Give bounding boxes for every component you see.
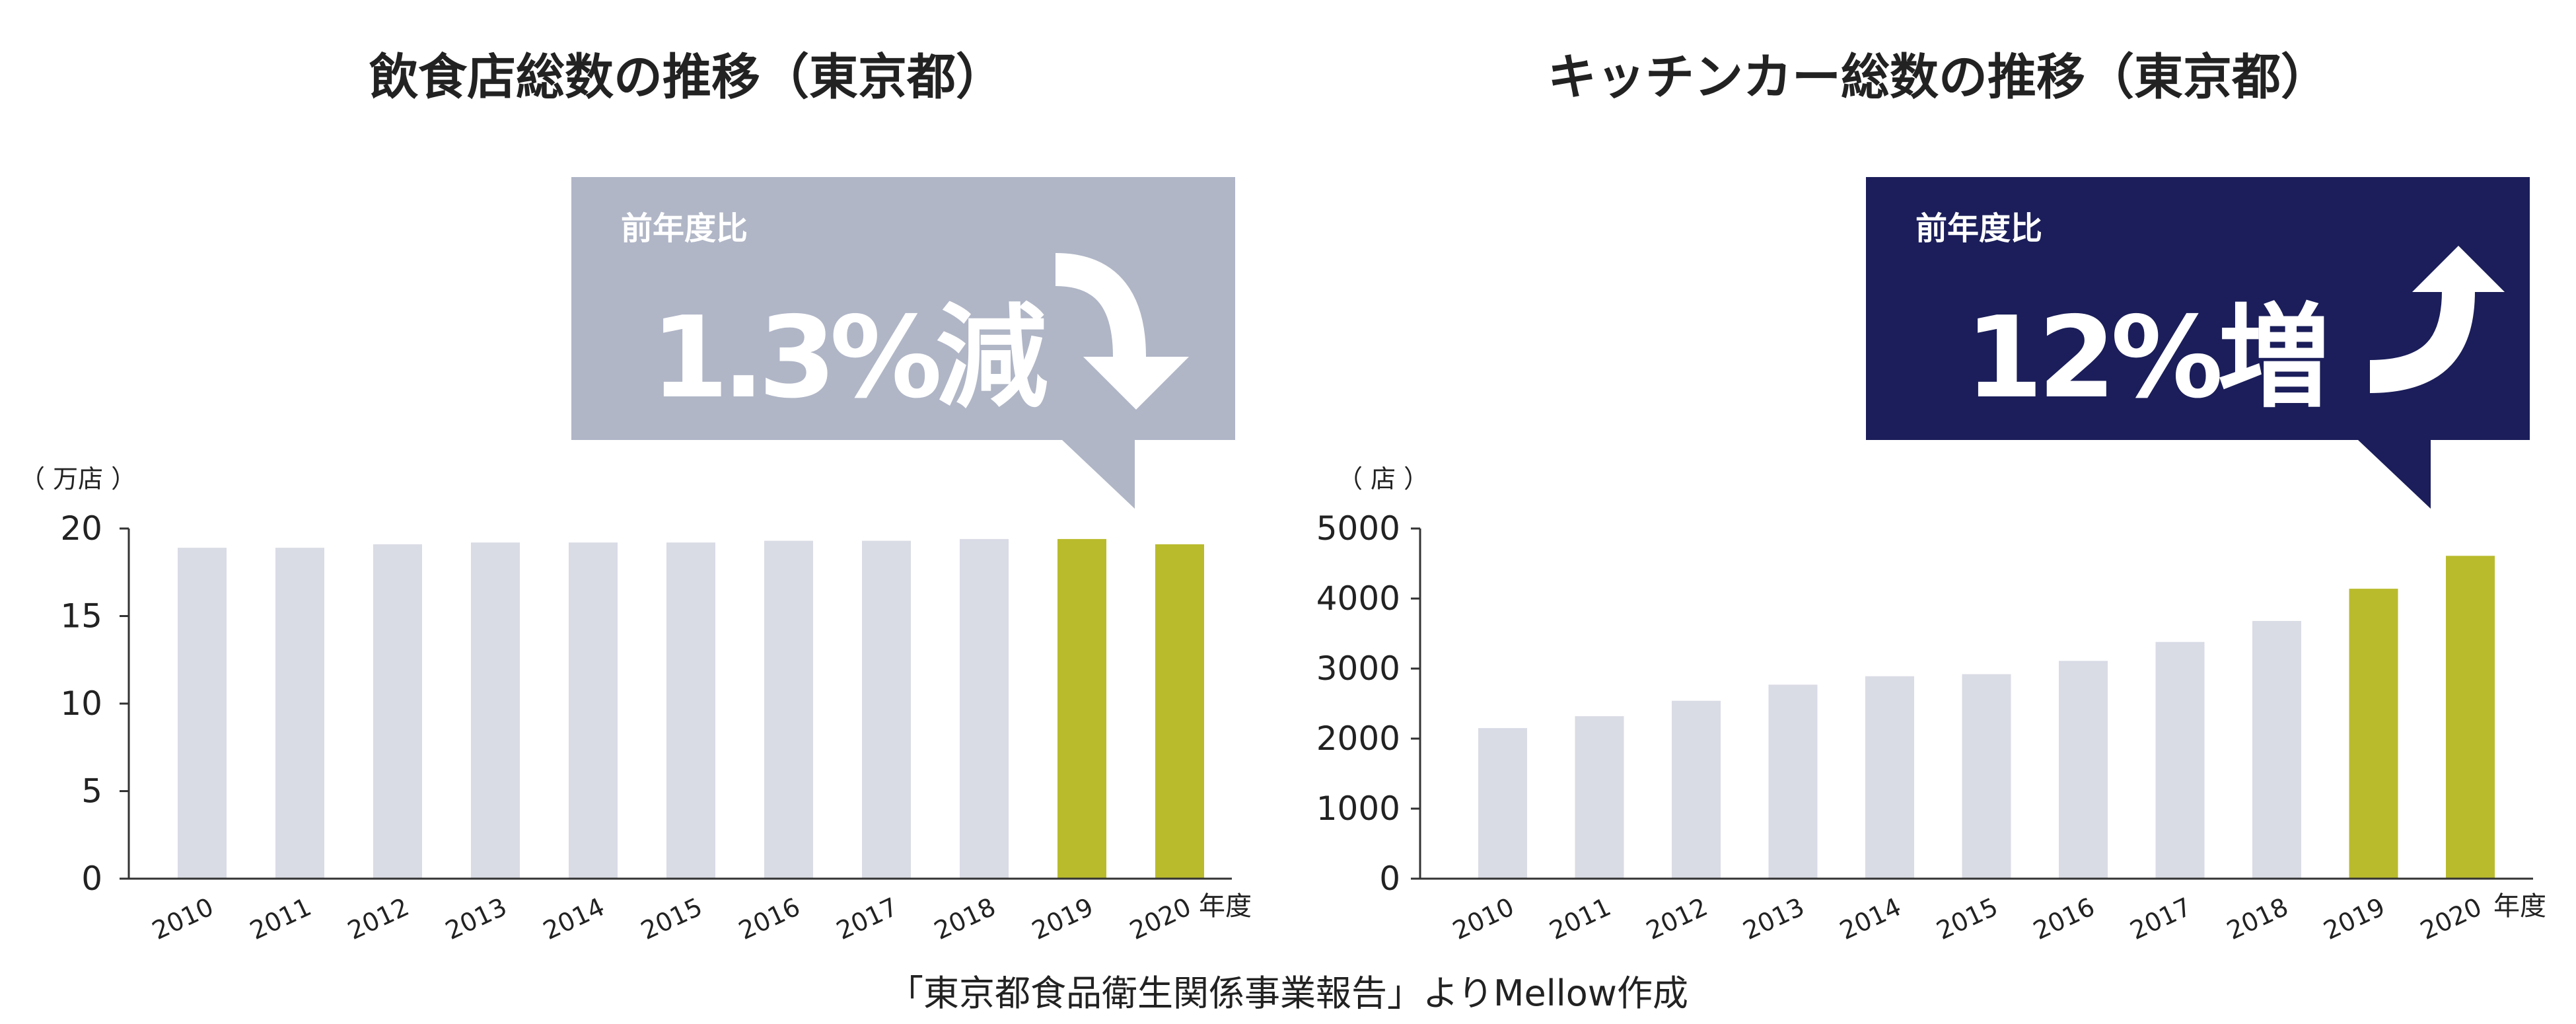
callout-label: 前年度比	[621, 210, 748, 247]
bar-2015	[1962, 674, 2011, 879]
bar-2014	[1865, 676, 1914, 879]
curved-arrow-up-icon	[2369, 246, 2505, 393]
chart-title: 飲食店総数の推移（東京都）	[369, 49, 1005, 106]
bar-2016	[2059, 661, 2108, 879]
x-tick-label: 2020	[2416, 892, 2486, 945]
y-tick-label: 3000	[1316, 649, 1400, 688]
y-tick-label: 10	[60, 684, 102, 723]
callout-value: 12%増	[1965, 293, 2325, 423]
y-tick-label: 1000	[1316, 789, 1400, 828]
y-tick-labels: 0 1000 2000 3000 4000 5000	[1316, 509, 1400, 898]
bar-2017	[862, 540, 911, 879]
x-tick-label: 2017	[832, 892, 902, 945]
bar-2012	[373, 544, 422, 879]
x-tick-label: 2014	[1836, 892, 1906, 945]
bar-2019	[2349, 589, 2398, 879]
bar-2013	[471, 542, 520, 879]
x-tick-labels: 2010 2011 2012 2013 2014 2015 2016 2017 2018 2019…	[148, 892, 1196, 945]
y-tick-labels: 0 5 10 15 20	[60, 509, 102, 898]
bar-2012	[1672, 700, 1721, 879]
x-tick-label: 2020	[1126, 892, 1196, 945]
x-tick-label: 2018	[930, 892, 1000, 945]
bar-2015	[666, 542, 715, 879]
bar-2020	[2446, 556, 2495, 879]
x-tick-labels: 2010 2011 2012 2013 2014 2015 2016 2017 2018 2019…	[1449, 892, 2486, 945]
x-tick-label: 2015	[1932, 892, 2002, 945]
y-ticks	[1411, 527, 1420, 880]
x-tick-label: 2014	[539, 892, 609, 945]
callout-box: 前年度比 1.3%減	[571, 177, 1235, 509]
callout-value: 1.3%減	[651, 293, 1047, 423]
callout-background	[1866, 177, 2530, 509]
bars	[1478, 556, 2495, 879]
chart-kitchen-cars: キッチンカー総数の推移（東京都） 前年度比 12%増 （ 店 ） 0 1000 20…	[1316, 49, 2546, 945]
chart-restaurants: 飲食店総数の推移（東京都） 前年度比 1.3%減 （ 万店 ） 0 5 10 15 20…	[20, 49, 1252, 945]
unit-label: （ 万店 ）	[20, 464, 136, 494]
x-tick-label: 2010	[148, 892, 218, 945]
bar-2013	[1768, 684, 1818, 879]
bar-2011	[275, 548, 324, 879]
x-tick-label: 2018	[2223, 892, 2293, 945]
x-tick-label: 2015	[637, 892, 707, 945]
y-tick-label: 15	[60, 597, 102, 636]
y-tick-label: 5	[81, 772, 102, 811]
x-tick-label: 2010	[1449, 892, 1519, 945]
bar-2010	[1478, 728, 1527, 879]
x-axis-label: 年度	[1199, 891, 1252, 922]
x-tick-label: 2011	[246, 892, 316, 945]
y-tick-label: 0	[1379, 859, 1400, 898]
x-tick-label: 2013	[441, 892, 511, 945]
bar-2011	[1575, 716, 1624, 879]
bar-2019	[1057, 538, 1106, 879]
bar-2017	[2155, 641, 2205, 879]
x-tick-label: 2011	[1545, 892, 1615, 945]
y-tick-label: 5000	[1316, 509, 1400, 548]
x-tick-label: 2012	[1642, 892, 1712, 945]
x-axis-label: 年度	[2493, 891, 2546, 922]
y-tick-label: 4000	[1316, 579, 1400, 618]
y-ticks	[120, 527, 129, 880]
x-tick-label: 2016	[734, 892, 805, 945]
bar-2014	[569, 542, 618, 879]
x-tick-label: 2013	[1738, 892, 1808, 945]
bar-2018	[2252, 620, 2301, 879]
bar-2010	[178, 548, 227, 879]
y-tick-label: 20	[60, 509, 102, 548]
callout-label: 前年度比	[1915, 210, 2042, 247]
x-tick-label: 2017	[2126, 892, 2196, 945]
x-tick-label: 2019	[1028, 892, 1098, 945]
curved-arrow-down-icon	[1055, 253, 1189, 410]
bar-2016	[764, 540, 813, 879]
y-tick-label: 0	[81, 859, 102, 898]
bars	[178, 538, 1204, 879]
x-tick-label: 2016	[2029, 892, 2099, 945]
callout-box: 前年度比 12%増	[1866, 177, 2530, 509]
source-note: 「東京都食品衛生関係事業報告」よりMellow作成	[888, 972, 1688, 1014]
bar-2020	[1155, 544, 1204, 879]
y-tick-label: 2000	[1316, 719, 1400, 758]
chart-title: キッチンカー総数の推移（東京都）	[1548, 49, 2330, 106]
x-tick-label: 2019	[2319, 892, 2389, 945]
unit-label: （ 店 ）	[1338, 464, 1429, 494]
x-tick-label: 2012	[343, 892, 413, 945]
bar-2018	[960, 538, 1009, 879]
